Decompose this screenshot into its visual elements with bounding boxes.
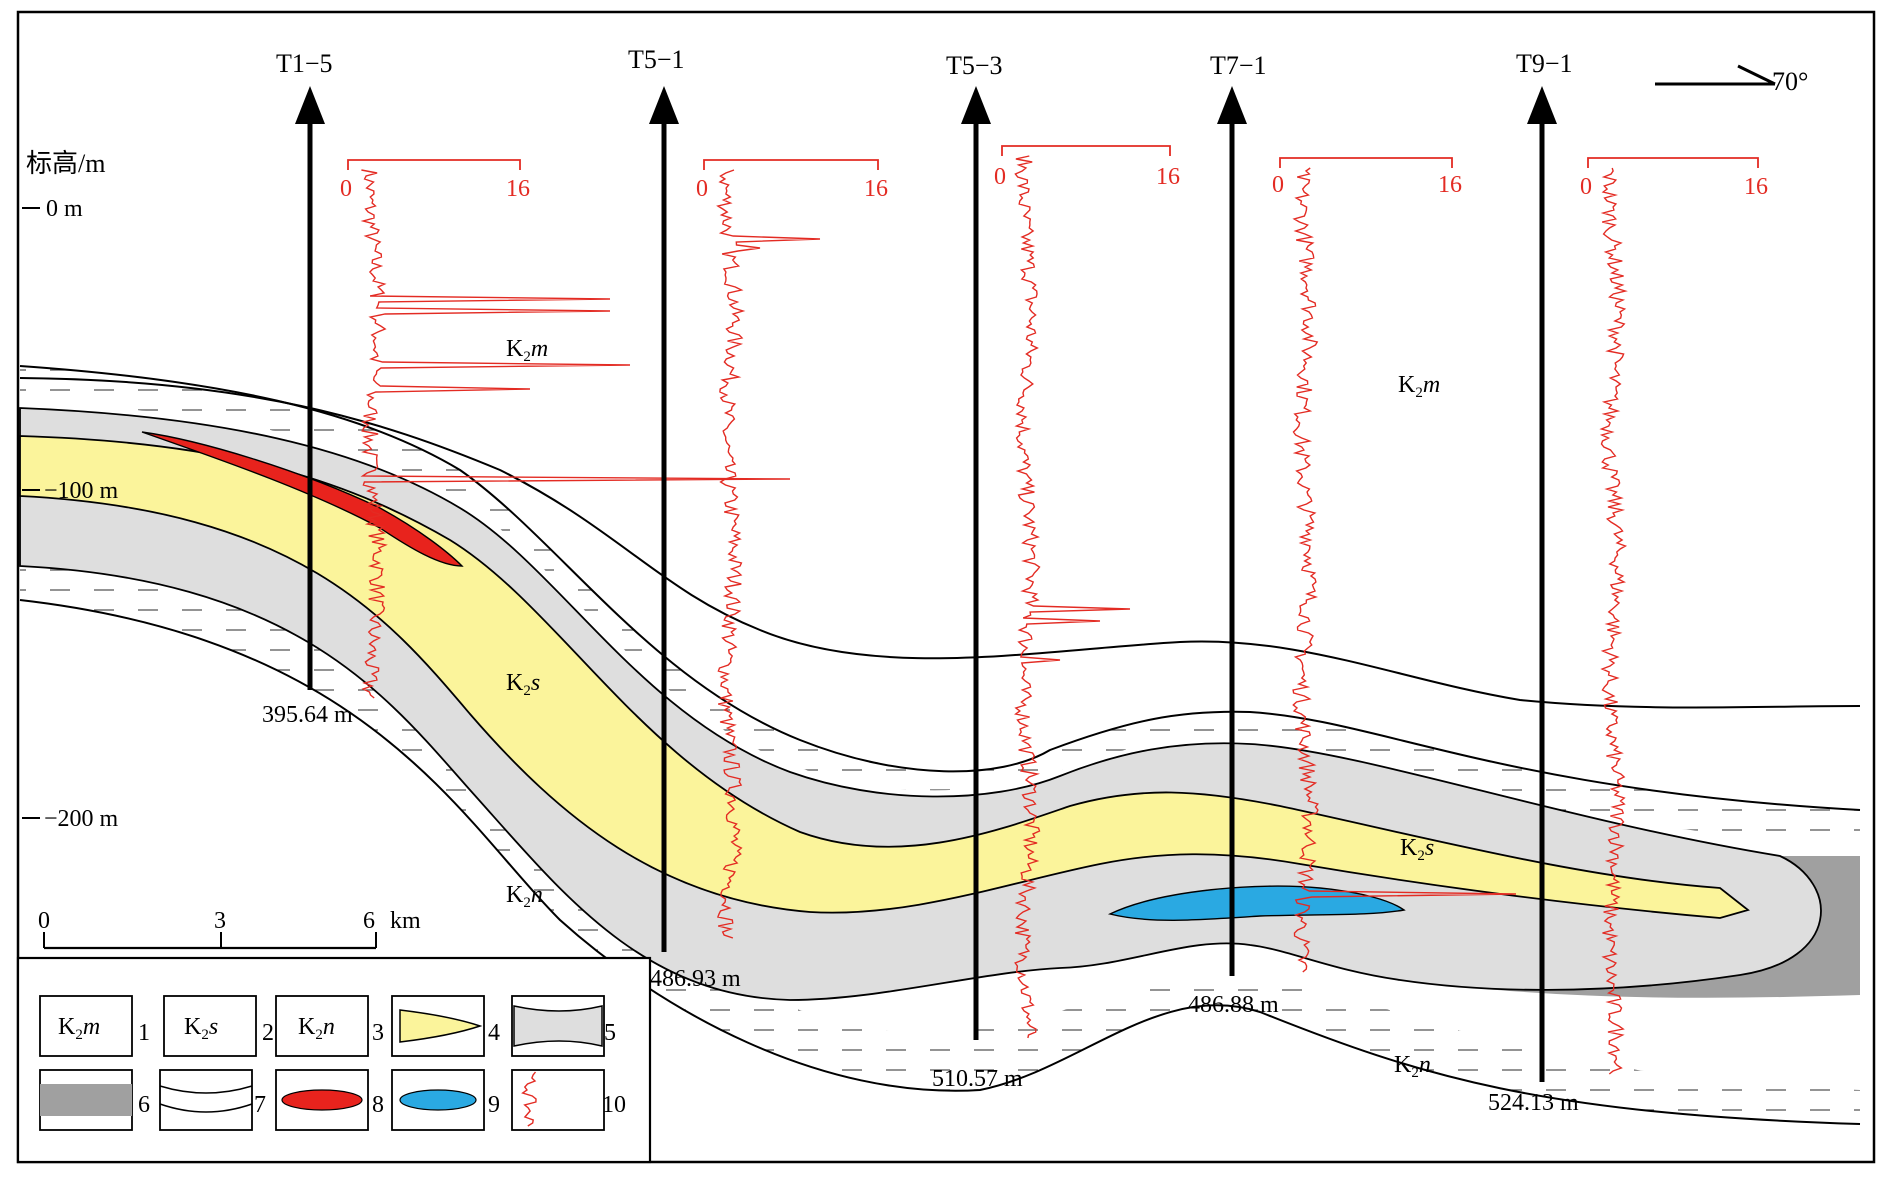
well-name: T5−3 (946, 51, 1003, 80)
formation-label-k2n-left: K2n (506, 882, 543, 911)
log-scale-max: 16 (864, 176, 888, 202)
wells: T1−5 395.64 m T5−1 486.93 m T5−3 510.57 m T7−1… (262, 45, 1579, 1116)
upper-boundary-line (19, 377, 1861, 709)
legend-item-2-number: 2 (262, 1020, 274, 1046)
log-scale-bracket (1001, 145, 1171, 156)
well-arrowhead (649, 86, 679, 124)
well-name: T9−1 (1516, 49, 1573, 78)
log-scale-max: 16 (1438, 172, 1462, 198)
scale-bar: 0 3 6 km (38, 908, 421, 950)
orientation-arrow: 70° (1655, 64, 1808, 96)
orientation-angle: 70° (1772, 67, 1808, 96)
dark-layer (1400, 856, 1860, 998)
log-scale-min: 0 (1580, 174, 1592, 200)
log-scale-bracket (347, 159, 521, 170)
gamma-log-trace (1014, 155, 1131, 1039)
log-scale-min: 0 (340, 176, 352, 202)
well-depth: 395.64 m (262, 702, 353, 728)
legend-item-4-swatch (391, 995, 485, 1057)
legend-item-3-label: K2n (298, 1014, 335, 1043)
legend-item-6-swatch (39, 1069, 133, 1131)
log-scale-min: 0 (994, 164, 1006, 190)
log-scale-max: 16 (1744, 174, 1768, 200)
log-scale-bracket (1587, 157, 1759, 168)
elevation-axis: 标高/m 0 m −100 m −200 m (22, 149, 119, 832)
gamma-logs: 0 16 0 16 0 16 0 16 0 16 (340, 145, 1768, 1075)
elevation-tick-200: −200 m (44, 806, 119, 832)
scale-tick-3: 3 (214, 908, 226, 934)
well-depth: 510.57 m (932, 1066, 1023, 1092)
geologic-layers (19, 365, 1861, 1125)
gamma-log-trace (716, 169, 821, 939)
k2n-lower-boundary-line (19, 599, 1861, 1125)
well-arrowhead (295, 86, 325, 124)
legend-item-8-swatch (275, 1069, 369, 1131)
gamma-log-trace (1599, 167, 1628, 1075)
well-name: T7−1 (1210, 51, 1267, 80)
scale-tick-6: 6 (363, 908, 375, 934)
legend-item-6-number: 6 (138, 1092, 150, 1118)
formation-labels: K2m K2m K2s K2s K2n K2n (506, 336, 1440, 1081)
gamma-log-trace (1292, 167, 1517, 973)
scale-tick-0: 0 (38, 908, 50, 934)
legend-item-1-label: K2m (58, 1014, 100, 1043)
k2m-boundary-line (19, 365, 1861, 811)
formation-label-k2s-right: K2s (1400, 835, 1434, 864)
well-arrowhead (1217, 86, 1247, 124)
formation-label-k2m-right: K2m (1398, 372, 1440, 401)
log-scale-max: 16 (1156, 164, 1180, 190)
elevation-tick-100: −100 m (44, 478, 119, 504)
formation-label-k2n-right: K2n (1394, 1052, 1431, 1081)
log-scale-bracket (1279, 157, 1453, 168)
legend-item-5-swatch (511, 995, 605, 1057)
well-depth: 486.93 m (650, 966, 741, 992)
log-scale-min: 0 (1272, 172, 1284, 198)
log-scale-max: 16 (506, 176, 530, 202)
legend-item-10-number: 10 (602, 1092, 626, 1118)
log-scale-min: 0 (696, 176, 708, 202)
elevation-tick-0: 0 m (46, 196, 83, 222)
legend-item-7-number: 7 (254, 1092, 266, 1118)
well-depth: 524.13 m (1488, 1090, 1579, 1116)
red-ore-body (141, 431, 464, 567)
formation-label-k2m-left: K2m (506, 336, 548, 365)
legend-item-3-number: 3 (372, 1020, 384, 1046)
well-name: T5−1 (628, 45, 685, 74)
gamma-log-trace (360, 169, 791, 699)
legend-item-2-label: K2s (184, 1014, 218, 1043)
scale-unit: km (390, 908, 421, 934)
legend-item-7-swatch (159, 1069, 253, 1131)
legend: K2m 1 K2s 2 K2n 3 4 5 6 7 (16, 956, 652, 1164)
legend-item-4-number: 4 (488, 1020, 500, 1046)
log-scale-bracket (703, 159, 879, 170)
formation-label-k2s-left: K2s (506, 670, 540, 699)
legend-item-5-number: 5 (604, 1020, 616, 1046)
legend-item-10-swatch (511, 1069, 605, 1131)
legend-item-9-number: 9 (488, 1092, 500, 1118)
legend-item-1-number: 1 (138, 1020, 150, 1046)
elevation-axis-title: 标高/m (26, 149, 105, 178)
well-depth: 486.88 m (1188, 992, 1279, 1018)
legend-item-8-number: 8 (372, 1092, 384, 1118)
well-name: T1−5 (276, 49, 333, 78)
lower-mudstone-layer (20, 560, 1860, 1124)
well-arrowhead (1527, 86, 1557, 124)
well-arrowhead (961, 86, 991, 124)
legend-item-9-swatch (391, 1069, 485, 1131)
